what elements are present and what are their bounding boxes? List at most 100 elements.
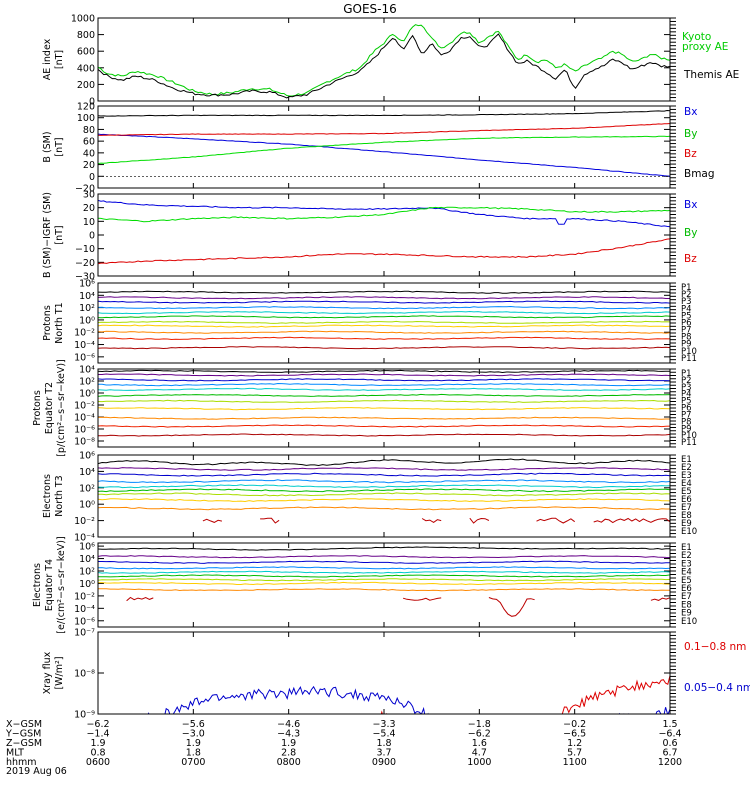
series-line-E8 (98, 581, 670, 586)
x-row-value: −6.5 (563, 729, 586, 740)
x-row-value: −6.2 (86, 719, 109, 730)
legend-P1: P1 (681, 369, 692, 379)
y-axis-title: Protons (32, 390, 43, 426)
y-tick-label: 10⁴ (79, 554, 95, 565)
legend-label: By (684, 128, 697, 140)
x-row-label: X−GSM (6, 719, 42, 730)
legend-E2: E2 (681, 551, 692, 561)
y-tick-label: 10⁻⁶ (74, 425, 95, 436)
y-tick-label: 10⁻⁸ (74, 669, 95, 680)
series-group (98, 458, 670, 524)
y-axis-title: North T1 (54, 302, 65, 343)
panel-frame (97, 282, 671, 364)
series-line-P2 (98, 373, 670, 377)
y-tick-label: 10⁴ (79, 365, 95, 376)
x-row-value: −5.4 (372, 729, 395, 740)
legend-P4: P4 (681, 304, 692, 314)
series-group (98, 199, 670, 265)
series-group (98, 369, 670, 437)
panel-frame (97, 542, 671, 628)
y-tick-label: 10⁻⁶ (74, 352, 95, 363)
y-tick-label: 10⁰ (79, 500, 95, 511)
x-row-value: 0900 (372, 757, 396, 768)
series-line-E3 (98, 472, 670, 477)
x-row-value: −4.6 (277, 719, 300, 730)
legend-E9: E9 (681, 519, 692, 529)
plot-title: GOES-16 (343, 2, 397, 16)
legend-P1: P1 (681, 283, 692, 293)
series-line-Bz (98, 238, 670, 265)
legend-E5: E5 (681, 487, 692, 497)
legend-E4: E4 (681, 479, 692, 489)
series-line-P10 (98, 424, 670, 428)
y-tick-label: 80 (83, 125, 95, 136)
panel-frame (97, 193, 671, 277)
y-tick-label: 10² (79, 377, 95, 388)
legend-P7: P7 (681, 410, 692, 420)
x-row-value: 3.7 (376, 748, 391, 759)
series-line-P9 (98, 330, 670, 334)
legend-E6: E6 (681, 584, 692, 594)
legend-P8: P8 (681, 333, 692, 343)
series-line-P6 (98, 315, 670, 319)
y-tick-label: 30 (83, 190, 95, 201)
legend-label: Bz (684, 253, 697, 265)
y-tick-label: 0 (89, 172, 95, 183)
y-tick-label: 800 (77, 30, 95, 41)
series-line-E9 (98, 506, 670, 511)
y-tick-label: 0 (89, 231, 95, 242)
y-axis-title: [nT] (54, 137, 65, 156)
x-row-value: −3.0 (182, 729, 205, 740)
x-row-label: MLT (6, 748, 24, 759)
legend-E3: E3 (681, 559, 692, 569)
series-line-Bx (98, 133, 670, 177)
x-row-value: 1200 (658, 757, 682, 768)
y-tick-label: 200 (77, 80, 95, 91)
x-axis-labels: X−GSM −6.2 −5.6 −4.6 −3.3 −1.8 −0.2 1.5 Y−GSM −1.… (5, 719, 682, 768)
series-line-P5 (98, 310, 670, 315)
y-tick-label: 10⁻⁴ (74, 604, 95, 615)
series-line-0.05−0.4 nm (147, 685, 670, 714)
legend-E4: E4 (681, 568, 692, 578)
y-tick-label: 10⁴ (79, 467, 95, 478)
legend-E8: E8 (681, 511, 692, 521)
series-line-P8 (98, 407, 670, 411)
panel-frame (97, 17, 671, 102)
x-row-value: −1.8 (468, 719, 491, 730)
y-axis-title: [nT] (54, 225, 65, 244)
y-tick-label: 10⁰ (79, 315, 95, 326)
x-row-label: Y−GSM (5, 729, 41, 740)
legend-E1: E1 (681, 455, 692, 465)
series-line-E7 (98, 492, 670, 497)
series-line-P1 (98, 369, 670, 374)
legend-P5: P5 (681, 397, 692, 407)
legend-P9: P9 (681, 424, 692, 434)
legend-P6: P6 (681, 318, 692, 328)
legend-E6: E6 (681, 495, 692, 505)
x-row-value: −0.2 (563, 719, 586, 730)
series-line-P8 (98, 324, 670, 328)
y-axis-title: Xray flux (42, 651, 53, 694)
legend-E1: E1 (681, 543, 692, 553)
series-line-Bmag (98, 109, 670, 117)
y-tick-label: 10⁶ (79, 279, 95, 290)
legend-E3: E3 (681, 471, 692, 481)
series-line-E6 (98, 574, 670, 578)
x-row-value: 4.7 (472, 748, 487, 759)
legend-E9: E9 (681, 609, 692, 619)
x-row-value: 0.8 (90, 748, 105, 759)
y-tick-label: 10² (79, 303, 95, 314)
legend-E10: E10 (681, 527, 697, 537)
y-tick-label: 40 (83, 148, 95, 159)
series-group (147, 675, 670, 714)
series-line-P2 (98, 296, 670, 300)
legend-P10: P10 (681, 347, 697, 357)
x-row-value: −6.2 (468, 729, 491, 740)
y-tick-label: 10⁰ (79, 579, 95, 590)
series-line-0.1−0.8 nm (380, 675, 670, 714)
y-axis-title: North T3 (54, 475, 65, 516)
